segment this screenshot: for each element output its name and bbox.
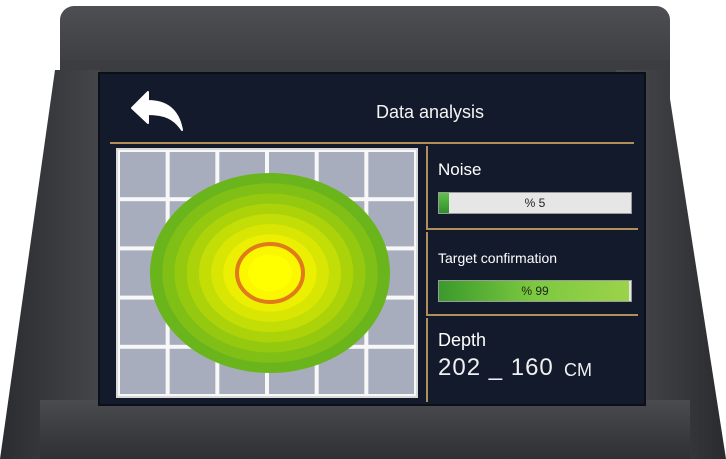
- page-title: Data analysis: [375, 102, 485, 122]
- heat-ring: [247, 254, 293, 292]
- target-ring: [235, 242, 305, 304]
- depth-value: 202 _ 160: [438, 354, 554, 381]
- depth-unit: CM: [564, 360, 592, 380]
- target-confirmation-value: % 99: [521, 284, 549, 298]
- target-confirmation-bar-fill: [439, 281, 630, 301]
- depth-label: Depth: [438, 330, 487, 350]
- target-confirmation-bar: % 99: [438, 280, 632, 302]
- back-arrow-icon: [131, 91, 183, 131]
- noise-value: % 5: [524, 196, 546, 210]
- grid-cell: [120, 348, 166, 394]
- grid-cell: [368, 152, 414, 198]
- target-confirmation-label: Target confirmation: [438, 250, 558, 266]
- depth-panel: Depth 202 _ 160 CM: [426, 318, 638, 402]
- screen-header: Data analysis: [110, 80, 634, 144]
- heat-map-rings: [150, 173, 390, 373]
- noise-bar-fill: [439, 193, 449, 213]
- noise-label: Noise: [438, 160, 482, 179]
- noise-panel: Noise % 5: [426, 146, 638, 230]
- grid-cell: [368, 348, 414, 394]
- analysis-grid-panel: [116, 148, 418, 398]
- target-confirmation-panel: Target confirmation % 99: [426, 232, 638, 316]
- device-screen: Data analysis Noise % 5 Target confirmat…: [98, 72, 646, 406]
- housing-bottom: [40, 400, 690, 459]
- analysis-grid: [120, 152, 414, 394]
- back-button[interactable]: [126, 88, 188, 136]
- noise-bar: % 5: [438, 192, 632, 214]
- grid-cell: [120, 152, 166, 198]
